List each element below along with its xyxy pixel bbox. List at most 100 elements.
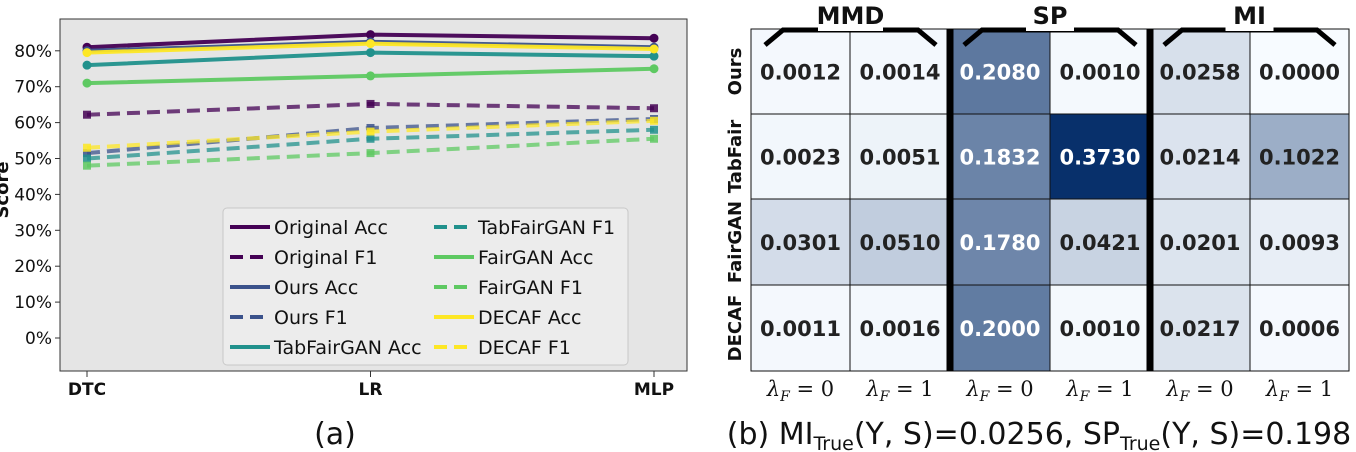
caption-b: (b) MITrue(Y, S)=0.0256, SPTrue(Y, S)=0.…	[727, 417, 1351, 452]
data-point	[366, 149, 375, 158]
data-point	[366, 30, 375, 40]
column-label-symbol: λ	[1165, 377, 1179, 401]
column-label: λF = 1	[1265, 377, 1333, 405]
column-label-symbol: λ	[865, 377, 879, 401]
data-point	[649, 33, 659, 43]
legend-label: FairGAN F1	[478, 277, 583, 299]
heatmap-row-labels: Ours TabFair FairGAN DECAF	[725, 48, 746, 362]
caption-a: (a)	[314, 417, 356, 452]
y-tick-label: 20%	[14, 257, 52, 277]
heatmap-value: 0.3730	[1059, 146, 1140, 170]
x-tick-label: MLP	[634, 380, 674, 400]
data-point	[83, 143, 91, 152]
heatmap-value: 0.0214	[1159, 146, 1240, 170]
column-label-value: = 1	[1289, 377, 1333, 401]
data-point	[366, 39, 375, 49]
heatmap-cell	[849, 284, 951, 372]
column-label-subscript: F	[879, 389, 891, 405]
heatmap-value: 0.0023	[760, 146, 841, 170]
heatmap: 0.0012 0.0014 0.2080 0.0010 0.0258 0.0000 0.00…	[725, 0, 1351, 452]
group-label: MI	[1233, 2, 1266, 30]
heatmap-cell	[750, 198, 851, 286]
legend-items: Original Acc Original F1 Ours Acc Ours F1 Ta…	[230, 217, 615, 359]
legend-box	[222, 207, 629, 366]
heatmap-value: 0.0217	[1159, 317, 1240, 341]
data-point	[82, 48, 92, 58]
group-label-bg	[1026, 0, 1074, 31]
heatmap-value: 0.0301	[760, 231, 841, 255]
row-label: TabFair	[725, 120, 746, 194]
heatmap-value: 0.0093	[1259, 231, 1340, 255]
column-label: λF = 0	[766, 377, 834, 405]
heatmap-cell	[1149, 113, 1251, 200]
heatmap-cell	[1149, 198, 1251, 286]
heatmap-value: 0.0006	[1259, 317, 1340, 341]
heatmap-value: 0.0012	[760, 61, 841, 85]
data-point	[650, 134, 658, 143]
heatmap-cell	[949, 284, 1051, 372]
column-label-symbol: λ	[1065, 377, 1079, 401]
y-tick-label: 50%	[14, 150, 52, 170]
heatmap-value: 0.0010	[1059, 61, 1140, 85]
column-label-subscript: F	[1278, 389, 1290, 405]
heatmap-value: 0.0421	[1059, 231, 1140, 255]
row-label: FairGAN	[725, 201, 746, 283]
heatmap-cells: 0.0012 0.0014 0.2080 0.0010 0.0258 0.0000 0.00…	[750, 28, 1350, 372]
line-chart: 0% 10% 20% 30% 40% 50% 60% 70% 80% DTC LR MLP Scor…	[0, 18, 688, 452]
legend-label: DECAF F1	[478, 337, 571, 359]
heatmap-value: 0.0258	[1159, 61, 1240, 85]
heatmap-value: 0.2080	[959, 61, 1040, 85]
legend-label: Original F1	[274, 247, 377, 269]
data-point	[82, 78, 92, 88]
column-label-symbol: λ	[965, 377, 979, 401]
x-axis-ticks: DTC LR MLP	[68, 371, 674, 400]
y-tick-label: 70%	[14, 78, 52, 98]
data-point	[649, 64, 659, 74]
y-tick-label: 10%	[14, 293, 52, 313]
heatmap-value: 0.0014	[859, 61, 940, 85]
heatmap-value: 0.0000	[1259, 61, 1340, 85]
y-tick-label: 80%	[14, 42, 52, 62]
y-tick-label: 0%	[25, 329, 52, 349]
data-point	[650, 125, 658, 134]
legend-label: Ours Acc	[274, 277, 358, 299]
y-tick-label: 40%	[14, 185, 52, 205]
y-axis-label: Score	[0, 161, 13, 218]
heatmap-value: 0.0016	[859, 317, 940, 341]
group-label: MMD	[817, 2, 885, 30]
legend-label: DECAF Acc	[478, 307, 581, 329]
legend-label: TabFairGAN F1	[477, 217, 615, 239]
heatmap-cell	[750, 284, 851, 372]
data-point	[650, 104, 658, 113]
legend-label: Original Acc	[274, 217, 388, 239]
column-label-value: = 1	[889, 377, 933, 401]
legend-label: FairGAN Acc	[478, 247, 593, 269]
heatmap-column-labels: λF = 0 λF = 1 λF = 0 λF = 1 λF = 0 λF = 1	[766, 377, 1333, 405]
data-point	[83, 110, 91, 119]
legend-label: TabFairGAN Acc	[273, 337, 422, 359]
heatmap-cell	[1249, 198, 1350, 286]
heatmap-cell	[1049, 198, 1151, 286]
group-label-bg	[1225, 0, 1274, 31]
column-label-value: = 0	[989, 377, 1033, 401]
x-tick-label: LR	[359, 380, 383, 400]
column-label: λF = 0	[1165, 377, 1233, 405]
heatmap-value: 0.0510	[859, 231, 940, 255]
column-label-subscript: F	[979, 389, 991, 405]
data-point	[83, 161, 91, 170]
column-label: λF = 1	[1065, 377, 1133, 405]
heatmap-value: 0.1832	[959, 146, 1040, 170]
heatmap-cell	[1049, 113, 1151, 200]
data-point	[649, 51, 659, 61]
data-point	[650, 116, 658, 125]
data-point	[366, 127, 375, 136]
heatmap-cell	[1249, 284, 1350, 372]
group-label-bg	[818, 0, 883, 31]
heatmap-cell	[1049, 284, 1151, 372]
heatmap-value: 0.1780	[959, 231, 1040, 255]
column-label-value: = 1	[1089, 377, 1133, 401]
column-label: λF = 1	[865, 377, 933, 405]
column-label-subscript: F	[1079, 389, 1091, 405]
data-point	[83, 154, 91, 163]
